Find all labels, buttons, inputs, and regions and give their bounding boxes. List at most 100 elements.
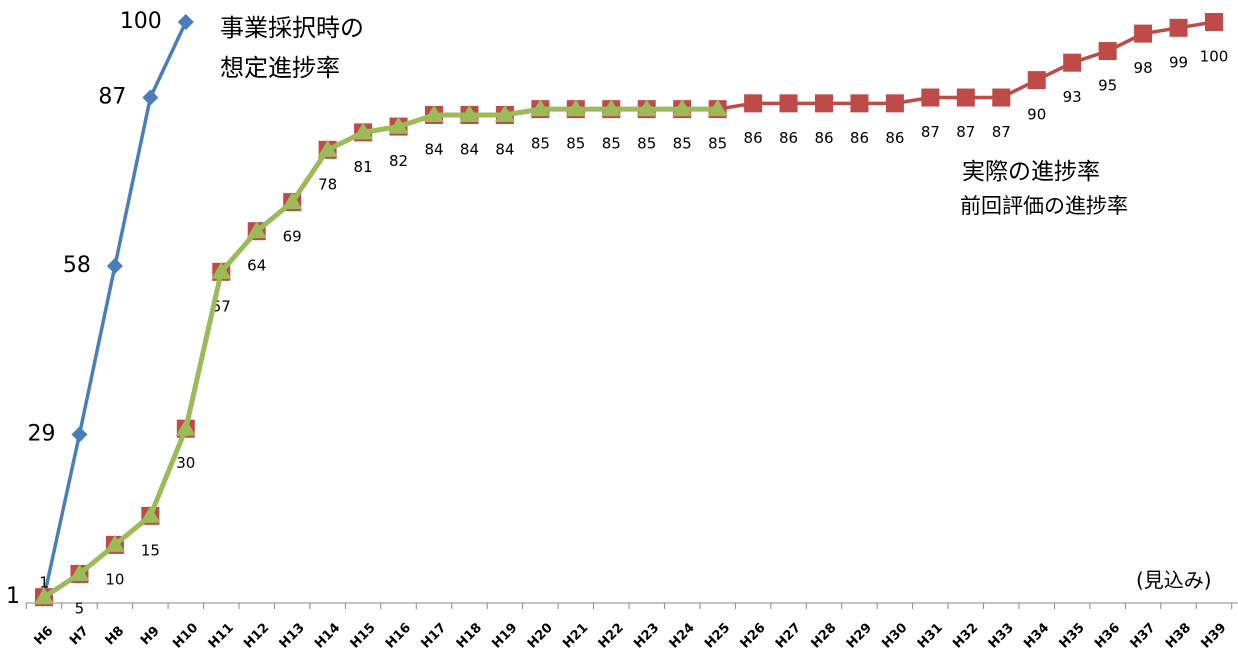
data-label: 85 bbox=[566, 135, 585, 153]
data-label: 5 bbox=[75, 599, 85, 617]
data-label: 100 bbox=[1200, 48, 1229, 66]
marker-square bbox=[992, 88, 1011, 107]
data-label: 87 bbox=[956, 123, 975, 141]
x-tick-label: H9 bbox=[138, 624, 163, 649]
x-tick-label: H38 bbox=[1163, 620, 1194, 651]
data-label: 98 bbox=[1134, 59, 1153, 77]
x-tick-label: H6 bbox=[32, 624, 57, 649]
marker-triangle bbox=[424, 104, 444, 122]
x-tick-label: H36 bbox=[1092, 620, 1123, 651]
x-tick-label: H24 bbox=[667, 620, 698, 651]
x-tick-label: H34 bbox=[1021, 620, 1052, 651]
x-tick-label: H12 bbox=[241, 620, 272, 651]
data-label: 90 bbox=[1027, 106, 1046, 124]
data-label: 84 bbox=[495, 140, 514, 158]
data-label: 86 bbox=[814, 129, 833, 147]
x-tick-label: H32 bbox=[950, 620, 981, 651]
series-name: 前回評価の進捗率 bbox=[960, 194, 1128, 218]
marker-square bbox=[850, 94, 869, 113]
data-label: 1 bbox=[39, 574, 49, 592]
x-tick-label: H13 bbox=[277, 620, 308, 651]
data-label: 95 bbox=[1098, 77, 1117, 95]
data-label: 100 bbox=[120, 9, 162, 34]
x-tick-label: H25 bbox=[702, 620, 733, 651]
data-label: 86 bbox=[744, 129, 763, 147]
marker-diamond bbox=[106, 258, 123, 275]
marker-triangle bbox=[459, 104, 480, 122]
x-tick-label: H29 bbox=[844, 620, 875, 651]
marker-triangle bbox=[530, 99, 551, 117]
marker-square bbox=[1205, 13, 1223, 31]
x-tick-label: H27 bbox=[773, 620, 804, 651]
marker-triangle bbox=[494, 104, 515, 122]
x-tick-label: H14 bbox=[312, 620, 343, 651]
data-label: 87 bbox=[921, 123, 940, 141]
marker-triangle bbox=[34, 587, 54, 605]
x-tick-label: H30 bbox=[879, 620, 910, 651]
marker-square bbox=[779, 94, 798, 113]
x-tick-label: H33 bbox=[986, 620, 1017, 651]
marker-triangle bbox=[672, 99, 693, 117]
data-label: 69 bbox=[283, 228, 302, 246]
marker-triangle bbox=[353, 122, 374, 140]
data-label: 84 bbox=[424, 140, 443, 158]
marker-square bbox=[1134, 24, 1153, 43]
marker-triangle bbox=[211, 261, 232, 279]
data-label: 1 bbox=[6, 584, 20, 609]
marker-triangle bbox=[317, 139, 338, 157]
data-label: 64 bbox=[247, 257, 266, 275]
x-tick-label: H18 bbox=[454, 620, 485, 651]
data-label: 15 bbox=[141, 541, 160, 559]
marker-triangle bbox=[104, 534, 125, 552]
x-tick-label: H31 bbox=[915, 620, 946, 651]
series-name: 実際の進捗率 bbox=[962, 159, 1100, 185]
x-tick-label: H37 bbox=[1128, 620, 1159, 651]
data-label: 87 bbox=[992, 123, 1011, 141]
x-tick-label: H19 bbox=[489, 620, 520, 651]
data-label: 78 bbox=[318, 175, 337, 193]
data-label: 81 bbox=[354, 158, 373, 176]
marker-triangle bbox=[282, 192, 303, 210]
data-label: 86 bbox=[779, 129, 798, 147]
data-label: 86 bbox=[850, 129, 869, 147]
x-tick-label: H22 bbox=[596, 620, 627, 651]
series-name: 事業採択時の想定進捗率 bbox=[220, 14, 364, 82]
marker-diamond bbox=[177, 14, 194, 30]
x-tick-label: H35 bbox=[1057, 620, 1088, 651]
x-tick-label: H8 bbox=[103, 624, 128, 649]
data-label: 30 bbox=[176, 454, 195, 472]
data-label: 85 bbox=[708, 135, 727, 153]
series-line bbox=[42, 106, 718, 600]
data-label: 85 bbox=[602, 135, 621, 153]
x-tick-label: H16 bbox=[383, 620, 414, 651]
data-label: 82 bbox=[389, 152, 408, 170]
marker-square bbox=[1027, 71, 1046, 90]
marker-square bbox=[744, 94, 763, 113]
x-tick-label: H23 bbox=[631, 620, 662, 651]
x-tick-label: H39 bbox=[1198, 620, 1229, 651]
data-label: 10 bbox=[105, 570, 124, 588]
marker-diamond bbox=[142, 89, 159, 106]
marker-square bbox=[815, 94, 833, 113]
data-label: 84 bbox=[460, 140, 479, 158]
marker-triangle bbox=[175, 418, 196, 436]
marker-triangle bbox=[388, 116, 409, 134]
x-tick-label: H17 bbox=[418, 620, 449, 651]
x-tick-label: H7 bbox=[67, 624, 92, 649]
x-tick-label: H28 bbox=[808, 620, 839, 651]
data-label: 87 bbox=[98, 85, 126, 110]
x-tick-label: H20 bbox=[525, 620, 556, 651]
data-label: 58 bbox=[63, 253, 91, 278]
marker-triangle bbox=[707, 99, 728, 117]
x-tick-label: H21 bbox=[560, 620, 591, 651]
data-label: 85 bbox=[531, 135, 550, 153]
marker-square bbox=[921, 88, 940, 107]
marker-square bbox=[1063, 53, 1082, 72]
marker-square bbox=[1169, 18, 1188, 37]
x-tick-label: H11 bbox=[206, 620, 237, 651]
data-label: 86 bbox=[885, 129, 904, 147]
marker-diamond bbox=[71, 426, 88, 443]
data-label: 85 bbox=[673, 135, 692, 153]
